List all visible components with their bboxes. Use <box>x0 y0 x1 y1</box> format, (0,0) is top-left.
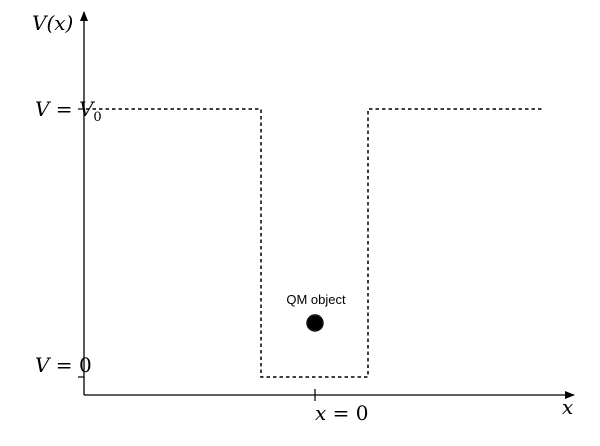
y-axis-label: V(x) <box>32 11 73 35</box>
level-label-v-zero: V = 0 <box>10 353 107 377</box>
x-zero-label: x = 0 <box>290 401 384 425</box>
qm-object-particle <box>307 315 323 331</box>
level-label-v0: V = V0 <box>10 97 117 126</box>
x-axis-label: x <box>562 395 573 419</box>
potential-well-curve <box>86 108 544 378</box>
qm-object-label: QM object <box>286 292 346 307</box>
qm-object-particle-ring <box>306 314 324 332</box>
